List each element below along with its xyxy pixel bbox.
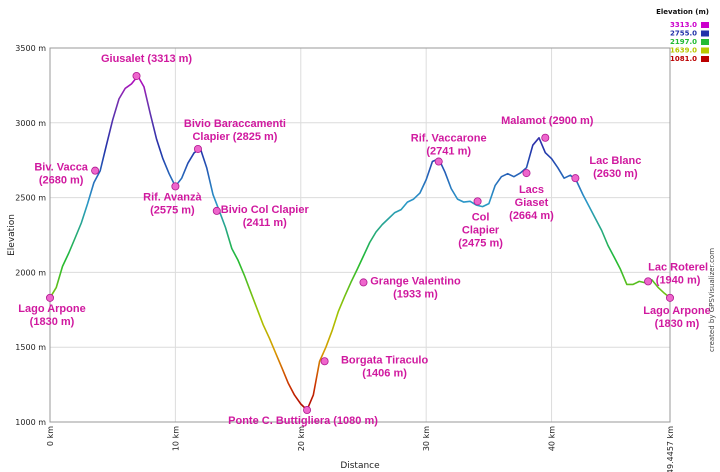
x-tick-label: 10 km (171, 426, 180, 451)
waypoint-marker (171, 182, 180, 191)
legend-entry-label: 2197.0 (670, 38, 697, 46)
legend-swatch (701, 56, 709, 62)
waypoint-label: Rif. Vaccarone (411, 133, 487, 145)
waypoint-marker (320, 357, 329, 366)
waypoint-marker (303, 406, 312, 415)
y-axis-label: Elevation (7, 214, 17, 256)
waypoint-elevation-label: Clapier (462, 224, 500, 236)
legend-title: Elevation (m) (656, 8, 709, 16)
waypoint-marker (212, 206, 221, 215)
x-tick-label: 40 km (548, 426, 557, 451)
waypoint-label: Giusalet (3313 m) (101, 53, 192, 65)
legend-entry-label: 1081.0 (670, 55, 697, 63)
waypoint-marker (46, 293, 55, 302)
legend-entry-label: 3313.0 (670, 21, 697, 29)
y-tick-label: 3000 m (15, 119, 46, 128)
x-tick-label: 0 km (46, 426, 55, 446)
waypoint-label: Lac Blanc (589, 155, 641, 167)
waypoint-elevation-label: (2680 m) (39, 175, 84, 187)
waypoint-elevation-label: (1830 m) (655, 318, 700, 330)
waypoint-marker (644, 277, 653, 286)
y-tick-label: 1000 m (15, 418, 46, 427)
waypoint-label: Bivio Baraccamenti (184, 118, 286, 130)
elevation-series-line (49, 75, 671, 411)
y-axis-ticks: 1000 m 1500 m 2000 m 2500 m 3000 m 3500 m (15, 44, 46, 427)
legend-swatch (701, 47, 709, 54)
legend: Elevation (m) 3313.02755.02197.01639.010… (656, 8, 709, 63)
waypoint-marker (666, 293, 675, 302)
waypoint-label: Malamot (2900 m) (501, 115, 594, 127)
legend-swatch (701, 22, 709, 28)
waypoint-elevation-label: (1830 m) (30, 316, 75, 328)
waypoint-elevation-label: (1406 m) (362, 367, 407, 379)
x-tick-label: 30 km (422, 426, 431, 451)
waypoint-label: Col (472, 211, 490, 223)
waypoint-marker (541, 133, 550, 142)
waypoint-marker (132, 71, 141, 80)
waypoint-label: Borgata Tiraculo (341, 354, 428, 366)
x-axis-label: Distance (340, 461, 380, 471)
y-tick-label: 3500 m (15, 44, 46, 53)
waypoint-elevation-label: (1940 m) (656, 274, 701, 286)
credit-text: created by GPSVisualizer.com (708, 248, 716, 352)
waypoint-label: Rif. Avanzà (143, 191, 202, 203)
waypoint-elevation-label: (2630 m) (593, 168, 638, 180)
waypoint-elevation-label: (2475 m) (458, 237, 503, 249)
legend-swatch (701, 39, 709, 45)
waypoint-elevation-label: Giaset (515, 197, 549, 209)
waypoint-label: Lago Arpone (643, 305, 710, 317)
waypoint-elevation-label: (1933 m) (393, 288, 438, 300)
waypoint-marker (522, 169, 531, 178)
waypoint-label: Lago Arpone (18, 303, 85, 315)
waypoint-elevation-label: (2411 m) (243, 217, 287, 229)
waypoint-label: Ponte C. Buttigliera (1080 m) (228, 415, 378, 427)
waypoint-elevation-label: Clapier (2825 m) (192, 131, 277, 143)
x-tick-label: 20 km (297, 426, 306, 451)
y-tick-label: 1500 m (15, 343, 46, 352)
waypoint-marker (571, 174, 580, 183)
waypoint-markers: Lago Arpone(1830 m)Biv. Vacca(2680 m)Giu… (18, 53, 710, 427)
waypoint-label: Lac Roterel (648, 261, 708, 273)
legend-entry-label: 1639.0 (670, 47, 697, 55)
x-axis-ticks: 0 km 10 km 20 km 30 km 40 km 49.4457 km (46, 426, 675, 472)
legend-entry-label: 2755.0 (670, 30, 697, 38)
waypoint-marker (359, 278, 368, 287)
waypoint-elevation-label: (2741 m) (426, 146, 471, 158)
waypoint-label: Lacs (519, 184, 544, 196)
x-tick-label: 49.4457 km (666, 426, 675, 472)
legend-swatch (701, 30, 709, 37)
plot-area-frame (49, 47, 671, 423)
waypoint-marker (473, 197, 482, 206)
y-tick-label: 2000 m (15, 268, 46, 277)
waypoint-label: Biv. Vacca (34, 162, 88, 174)
waypoint-marker (434, 157, 443, 166)
waypoint-label: Grange Valentino (370, 275, 461, 287)
waypoint-marker (193, 144, 202, 153)
waypoint-marker (91, 166, 100, 175)
y-tick-label: 2500 m (15, 194, 46, 203)
waypoint-elevation-label: (2575 m) (150, 204, 195, 216)
waypoint-elevation-label: (2664 m) (509, 210, 554, 222)
waypoint-label: Bivio Col Clapier (221, 204, 310, 216)
